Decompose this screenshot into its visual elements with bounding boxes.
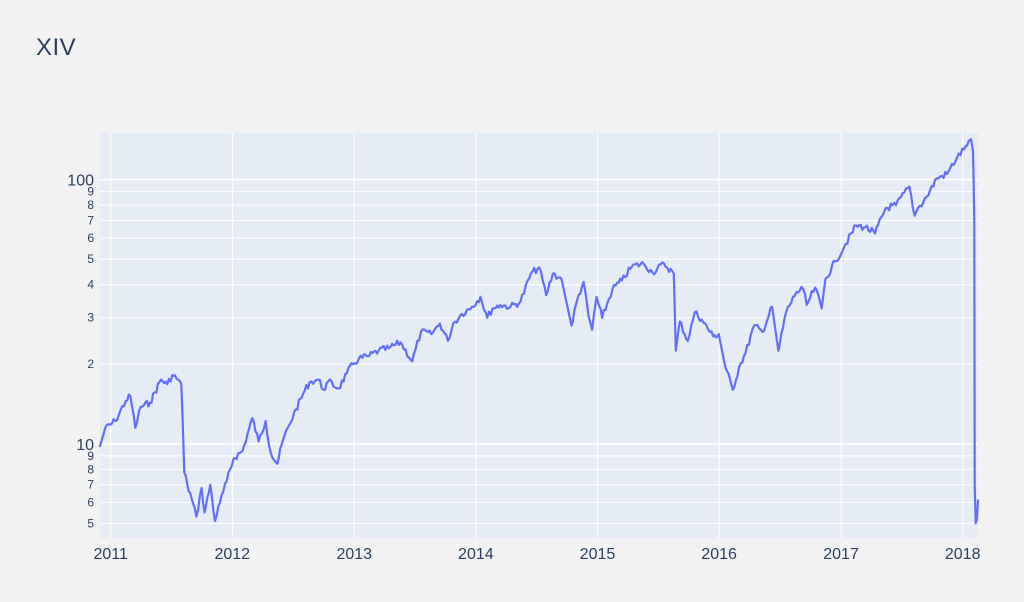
- y-tick-label: 4: [87, 278, 94, 292]
- y-tick-label: 6: [87, 495, 94, 509]
- y-tick-label: 2: [87, 357, 94, 371]
- plot-area: [100, 133, 978, 538]
- series-line: [98, 138, 980, 525]
- y-tick-label: 10: [76, 437, 94, 454]
- y-tick-label: 5: [87, 516, 94, 530]
- x-tick-label: 2016: [701, 546, 737, 563]
- y-tick-label: 8: [87, 198, 94, 212]
- y-tick-label: 9: [87, 449, 94, 463]
- y-tick-label: 3: [87, 311, 94, 325]
- x-tick-label: 2015: [580, 546, 616, 563]
- x-tick-label: 2017: [823, 546, 859, 563]
- chart-title: XIV: [36, 34, 77, 61]
- y-tick-label: 8: [87, 462, 94, 476]
- x-tick-label: 2014: [458, 546, 494, 563]
- x-tick-label: 2018: [945, 546, 981, 563]
- y-tick-label: 6: [87, 231, 94, 245]
- y-tick-label: 9: [87, 185, 94, 199]
- x-tick-label: 2013: [336, 546, 372, 563]
- y-tick-label: 5: [87, 252, 94, 266]
- y-tick-label: 7: [87, 478, 94, 492]
- x-tick-label: 2012: [214, 546, 250, 563]
- x-tick-label: 2011: [93, 546, 128, 563]
- y-tick-label: 100: [67, 173, 94, 190]
- y-tick-label: 7: [87, 213, 94, 227]
